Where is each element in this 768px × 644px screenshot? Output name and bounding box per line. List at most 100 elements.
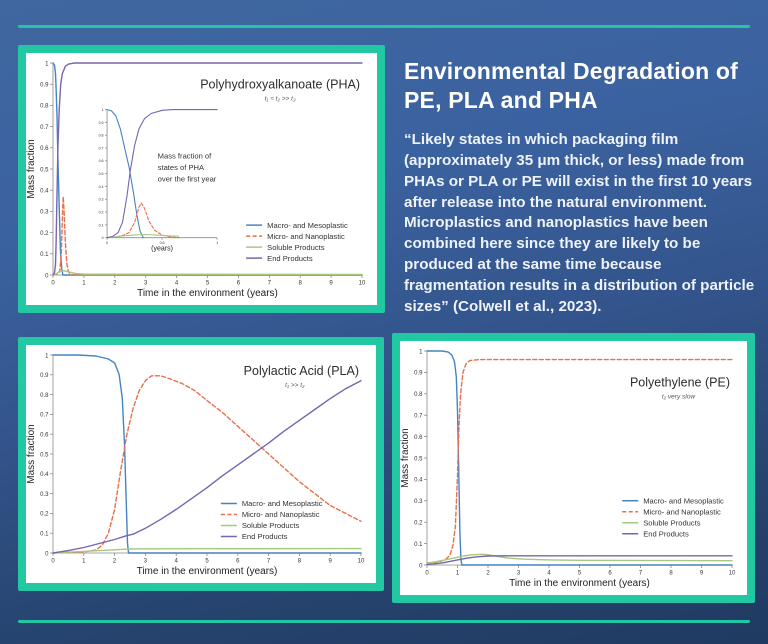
pe-chart-panel: 0 1 2 3 4 5 6 7 8 9 10 0 0.1 0.2 0.3 0.4 0.5 0.6 0.7 0.8 0.9…: [392, 333, 755, 603]
info-block: Environmental Degradation of PE, PLA and…: [404, 57, 758, 317]
svg-text:states of PHA: states of PHA: [158, 163, 205, 172]
pla-legend: Macro- and Mesoplastic Micro- and Nanopla…: [220, 499, 323, 541]
svg-text:over the first year: over the first year: [158, 174, 217, 183]
svg-text:0.2: 0.2: [40, 231, 49, 237]
svg-text:t₁ ≈ t₂ >> t₃: t₁ ≈ t₂ >> t₃: [265, 95, 296, 102]
svg-text:(years): (years): [151, 246, 173, 253]
pha-chart-svg: 0 1 2 3 4 5 6 7 8 9 1000.10.20.30.40.50.60.70.80.9…: [26, 61, 366, 299]
svg-text:0.7: 0.7: [40, 413, 49, 419]
svg-text:Soluble Products: Soluble Products: [242, 521, 300, 530]
svg-text:0: 0: [425, 571, 429, 577]
svg-text:0.9: 0.9: [40, 373, 49, 379]
svg-text:10: 10: [729, 571, 736, 577]
svg-text:0.4: 0.4: [99, 185, 104, 189]
pha-inset-series-line: [106, 233, 180, 239]
pla-series-line: [52, 547, 362, 554]
svg-text:Mass fraction of: Mass fraction of: [158, 151, 212, 160]
svg-text:0: 0: [45, 273, 49, 279]
pha-legend: Macro- and Mesoplastic Micro- and Nanopla…: [246, 221, 348, 263]
pla-series-line: [52, 354, 362, 554]
svg-text:0.5: 0.5: [99, 172, 104, 176]
pla-chart-svg: 0 1 2 3 4 5 6 7 8 9 10 0 0.1 0.2 0.3 0.4 0.5 0.6 0.7 0.8 0.9…: [26, 353, 365, 577]
pla-series-line: [52, 375, 362, 554]
pha-inset-series-line: [106, 109, 144, 239]
svg-text:t₂ very slow: t₂ very slow: [662, 394, 696, 401]
svg-text:0: 0: [51, 559, 55, 565]
pha-series-line: [52, 62, 363, 276]
svg-text:1: 1: [419, 349, 423, 355]
svg-text:0.5: 0.5: [40, 452, 49, 458]
pe-series-line: [426, 553, 733, 564]
svg-text:7: 7: [639, 571, 643, 577]
svg-text:0.9: 0.9: [40, 82, 49, 88]
svg-text:0.8: 0.8: [40, 393, 49, 399]
pha-inset-series-line: [106, 202, 180, 239]
pha-chart: 0 1 2 3 4 5 6 7 8 9 10 0 0.1 0.2 0.3 0.4 0.5 0.6 0.7 0.8 0.9…: [26, 53, 377, 305]
svg-text:Micro- and Nanoplastic: Micro- and Nanoplastic: [242, 510, 320, 519]
svg-text:Micro- and Nanoplastic: Micro- and Nanoplastic: [643, 508, 721, 517]
svg-text:5: 5: [206, 281, 210, 287]
svg-text:0.6: 0.6: [414, 435, 423, 441]
svg-text:6: 6: [236, 559, 240, 565]
svg-text:Polylactic Acid (PLA): Polylactic Acid (PLA): [244, 364, 359, 378]
svg-text:0: 0: [45, 551, 49, 557]
svg-text:0.5: 0.5: [414, 456, 423, 462]
svg-text:0.6: 0.6: [40, 432, 49, 438]
svg-text:0.1: 0.1: [40, 252, 49, 258]
svg-text:0.1: 0.1: [414, 542, 423, 548]
svg-text:0.3: 0.3: [40, 210, 49, 216]
svg-text:2: 2: [113, 559, 117, 565]
svg-text:t₁ >> t₂: t₁ >> t₂: [285, 382, 305, 389]
svg-text:0: 0: [106, 241, 108, 245]
svg-text:0.4: 0.4: [40, 472, 49, 478]
svg-text:7: 7: [268, 281, 272, 287]
svg-text:Mass fraction: Mass fraction: [26, 139, 37, 198]
svg-text:End Products: End Products: [643, 530, 689, 539]
svg-text:3: 3: [517, 571, 521, 577]
svg-text:Micro- and Nanoplastic: Micro- and Nanoplastic: [267, 232, 345, 241]
pe-chart: 0 1 2 3 4 5 6 7 8 9 10 0 0.1 0.2 0.3 0.4 0.5 0.6 0.7 0.8 0.9…: [400, 341, 747, 595]
svg-text:0.2: 0.2: [99, 210, 104, 214]
svg-text:2: 2: [486, 571, 490, 577]
svg-text:0.2: 0.2: [414, 520, 423, 526]
svg-text:0.7: 0.7: [40, 125, 49, 131]
pla-series-line: [52, 380, 362, 554]
svg-text:3: 3: [144, 281, 148, 287]
svg-text:0.1: 0.1: [40, 531, 49, 537]
svg-text:0.4: 0.4: [40, 188, 49, 194]
svg-text:0.6: 0.6: [40, 146, 49, 152]
svg-text:0.4: 0.4: [414, 478, 423, 484]
svg-text:Mass fraction: Mass fraction: [400, 428, 411, 487]
svg-text:Macro- and Mesoplastic: Macro- and Mesoplastic: [267, 221, 348, 230]
svg-text:8: 8: [669, 571, 673, 577]
svg-text:1: 1: [82, 559, 86, 565]
svg-text:4: 4: [547, 571, 551, 577]
pha-series-line: [52, 270, 363, 276]
svg-text:Time in the environment (years: Time in the environment (years): [137, 288, 278, 299]
svg-text:5: 5: [578, 571, 582, 577]
svg-text:0.5: 0.5: [160, 241, 165, 245]
info-quote: “Likely states in which packaging film (…: [404, 131, 755, 315]
svg-text:Time in the environment (years: Time in the environment (years): [509, 578, 650, 589]
svg-text:0.8: 0.8: [414, 392, 423, 398]
svg-text:End Products: End Products: [242, 532, 288, 541]
svg-text:Polyhydroxyalkanoate (PHA): Polyhydroxyalkanoate (PHA): [200, 77, 360, 91]
svg-text:2: 2: [113, 281, 117, 287]
svg-text:1: 1: [45, 353, 49, 359]
svg-text:0: 0: [419, 563, 423, 569]
svg-text:9: 9: [329, 281, 333, 287]
svg-text:Mass fraction: Mass fraction: [26, 424, 37, 483]
svg-text:Polyethylene (PE): Polyethylene (PE): [630, 376, 730, 390]
svg-text:1: 1: [45, 61, 49, 67]
svg-text:0: 0: [102, 236, 104, 240]
svg-text:0.2: 0.2: [40, 512, 49, 518]
svg-text:9: 9: [329, 559, 333, 565]
pla-chart: 0 1 2 3 4 5 6 7 8 9 10 0 0.1 0.2 0.3 0.4 0.5 0.6 0.7 0.8 0.9…: [26, 345, 376, 583]
svg-text:9: 9: [700, 571, 704, 577]
svg-text:4: 4: [175, 281, 179, 287]
svg-text:Macro- and Mesoplastic: Macro- and Mesoplastic: [643, 497, 724, 506]
svg-text:4: 4: [175, 559, 179, 565]
pe-series-line: [426, 555, 733, 566]
svg-text:0.9: 0.9: [99, 121, 104, 125]
